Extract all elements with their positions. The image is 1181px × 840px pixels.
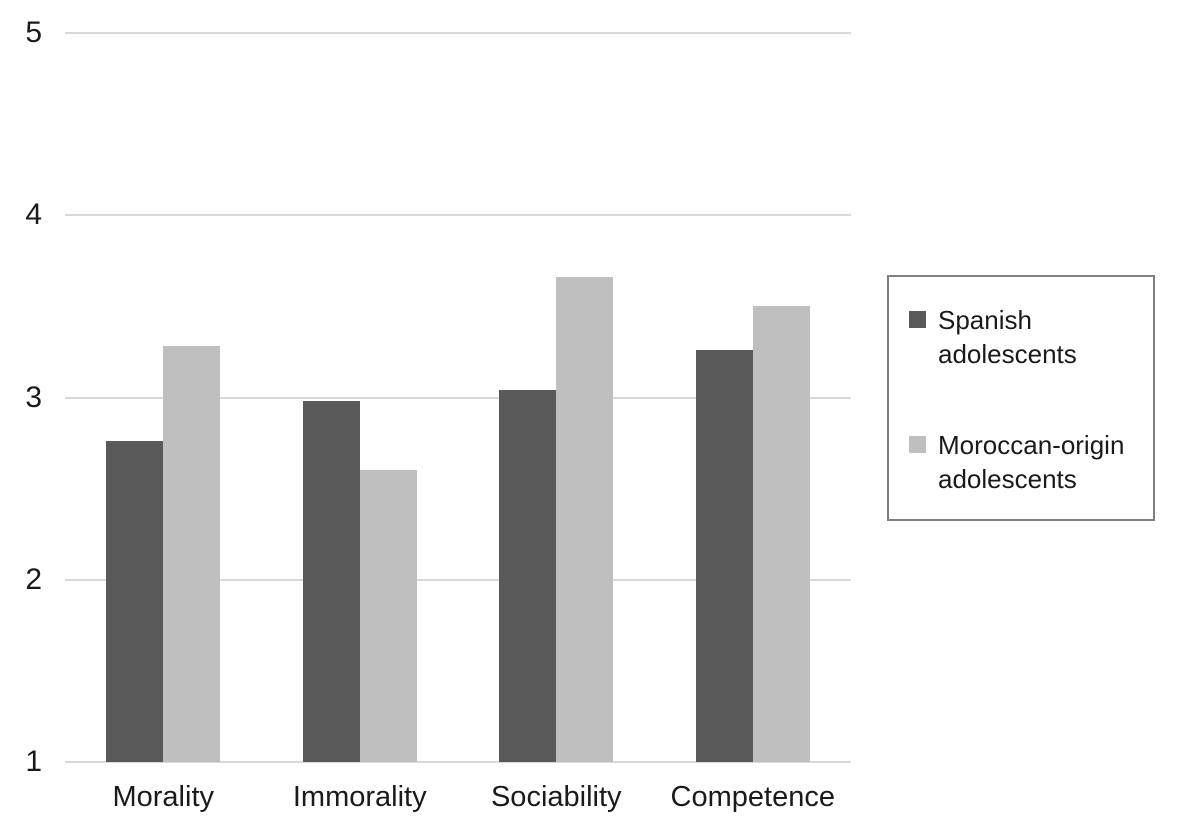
legend-swatch-spanish-icon xyxy=(909,311,926,328)
y-tick-label-5: 5 xyxy=(25,16,42,49)
bars xyxy=(65,33,851,762)
y-tick-label-4: 4 xyxy=(25,198,42,232)
bar-group-competence xyxy=(655,33,852,762)
x-category-label-competence: Competence xyxy=(670,781,835,813)
x-category-label-sociability: Sociability xyxy=(490,781,622,813)
legend-item-spanish-adolescents: Spanish adolescents xyxy=(909,303,1145,371)
y-tick-label-3: 3 xyxy=(25,380,42,414)
y-tick-label-2: 2 xyxy=(25,562,42,596)
bar-spanish-adolescents-morality xyxy=(106,441,164,762)
bar-group-sociability xyxy=(458,33,655,762)
gridline-3 xyxy=(65,396,851,399)
x-axis-category-labels: Morality Immorality Sociability Competence xyxy=(65,779,851,815)
bar-moroccan-origin-adolescents-immorality xyxy=(359,470,417,762)
bar-group-morality xyxy=(65,33,262,762)
plot-area xyxy=(65,32,851,763)
bar-spanish-adolescents-sociability xyxy=(499,390,557,762)
bar-moroccan-origin-adolescents-competence xyxy=(752,306,810,762)
bar-moroccan-origin-adolescents-morality xyxy=(163,346,221,762)
gridline-2 xyxy=(65,578,851,581)
legend-item-moroccan-origin-adolescents: Moroccan-origin adolescents xyxy=(909,428,1145,496)
legend-label-spanish: Spanish adolescents xyxy=(938,305,1077,369)
x-category-label-morality: Morality xyxy=(112,781,214,813)
bar-group-immorality xyxy=(262,33,459,762)
x-category-label-immorality: Immorality xyxy=(292,781,427,813)
y-tick-label-1: 1 xyxy=(25,745,42,778)
bar-spanish-adolescents-competence xyxy=(695,350,753,762)
bar-spanish-adolescents-immorality xyxy=(302,401,360,762)
legend-swatch-moroccan-icon xyxy=(909,436,926,453)
legend: Spanish adolescents Moroccan-origin adol… xyxy=(887,275,1155,521)
gridline-4 xyxy=(65,214,851,217)
bar-moroccan-origin-adolescents-sociability xyxy=(556,277,614,762)
gridline-5 xyxy=(65,32,851,34)
legend-label-moroccan: Moroccan-origin adolescents xyxy=(938,430,1125,494)
x-axis-line xyxy=(65,761,851,763)
